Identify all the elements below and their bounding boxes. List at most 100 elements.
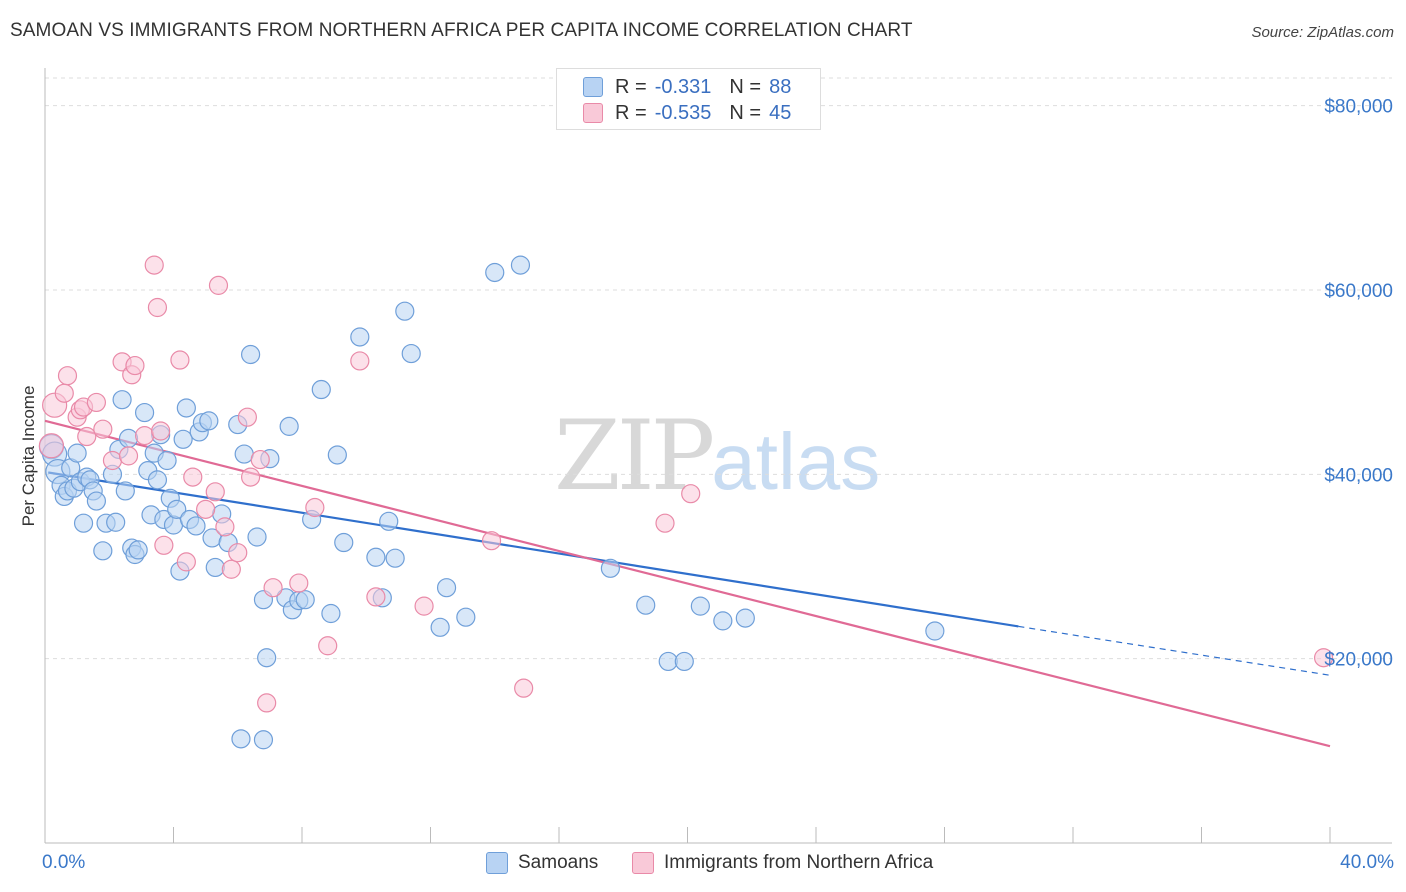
immigrant-point xyxy=(221,559,241,579)
immigrant-point xyxy=(250,449,270,470)
samoan-point xyxy=(456,607,476,627)
correlation-legend: R = -0.331 N = 88 R = -0.535 N = 45 xyxy=(556,68,821,130)
samoan-point xyxy=(366,547,386,567)
immigrant-point xyxy=(134,426,155,446)
samoan-point xyxy=(163,515,184,535)
legend-swatch-pink xyxy=(583,103,603,123)
samoan-point xyxy=(735,608,755,628)
legend-swatch-blue xyxy=(486,852,508,874)
immigrant-point xyxy=(241,467,261,487)
immigrant-point xyxy=(350,351,370,371)
samoan-point xyxy=(115,481,135,501)
legend-item-samoans[interactable]: Samoans xyxy=(486,852,598,874)
samoan-trend-line xyxy=(48,471,1019,628)
watermark-atlas: atlas xyxy=(711,417,881,506)
samoan-point xyxy=(234,444,254,464)
samoan-point xyxy=(241,344,261,365)
samoan-point xyxy=(73,513,94,533)
immigrant-point xyxy=(147,297,168,318)
immigrant-point xyxy=(57,366,78,386)
samoan-point xyxy=(167,499,187,519)
n-value: 88 xyxy=(769,75,792,98)
legend-swatch-pink xyxy=(632,852,654,874)
immigrant-point xyxy=(170,350,190,370)
series-legend: Samoans Immigrants from Northern Africa xyxy=(0,852,1406,878)
samoan-point xyxy=(334,532,354,553)
samoan-point xyxy=(674,651,694,672)
immigrant-point xyxy=(289,573,309,593)
y-tick-label: $80,000 xyxy=(1324,97,1393,118)
immigrant-point xyxy=(208,275,229,295)
legend-item-immigrants[interactable]: Immigrants from Northern Africa xyxy=(632,852,933,874)
immigrant-point xyxy=(176,552,196,572)
legend-row-samoans: R = -0.331 N = 88 xyxy=(583,75,791,99)
samoan-point xyxy=(147,470,168,490)
samoan-point xyxy=(112,390,132,410)
samoan-point xyxy=(134,402,155,423)
samoan-point xyxy=(257,648,277,668)
samoan-point xyxy=(600,558,621,578)
immigrant-point xyxy=(414,596,434,616)
chart-title: SAMOAN VS IMMIGRANTS FROM NORTHERN AFRIC… xyxy=(10,20,913,41)
legend-swatch-blue xyxy=(583,77,603,97)
immigrant-point xyxy=(93,419,113,439)
immigrant-point xyxy=(205,482,225,502)
samoan-point xyxy=(93,541,113,561)
source-label: Source: ZipAtlas.com xyxy=(1251,24,1394,41)
r-value: -0.331 xyxy=(654,75,712,98)
samoan-point xyxy=(350,327,370,347)
immigrant-point xyxy=(102,450,123,471)
x-axis-min-label: 0.0% xyxy=(42,852,86,873)
immigrant-point xyxy=(263,578,283,598)
samoan-point xyxy=(379,511,399,531)
samoan-point xyxy=(157,450,177,471)
x-axis-max-label: 40.0% xyxy=(1340,852,1394,873)
immigrant-point xyxy=(318,636,338,656)
r-value: -0.535 xyxy=(654,101,712,124)
samoan-point xyxy=(279,416,299,436)
immigrant-point xyxy=(196,499,216,519)
immigrant-point xyxy=(54,383,74,403)
legend-row-immigrants: R = -0.535 N = 45 xyxy=(583,101,791,125)
samoan-point xyxy=(199,411,219,431)
legend-label-immigrants: Immigrants from Northern Africa xyxy=(664,852,934,873)
samoan-point xyxy=(247,527,267,547)
r-label: R = xyxy=(615,101,647,124)
samoan-point xyxy=(86,491,107,511)
y-tick-label: $40,000 xyxy=(1324,465,1393,486)
immigrant-point xyxy=(144,255,164,275)
immigrant-point xyxy=(681,484,701,504)
r-label: R = xyxy=(615,75,647,98)
immigrant-point xyxy=(228,543,248,563)
immigrant-point xyxy=(1313,648,1334,668)
samoan-point xyxy=(253,730,274,750)
samoan-point xyxy=(690,596,710,616)
y-tick-label: $60,000 xyxy=(1324,281,1393,302)
samoan-point xyxy=(231,729,251,749)
immigrant-point xyxy=(305,497,325,518)
immigrant-point xyxy=(154,535,174,555)
samoan-point xyxy=(395,301,415,321)
samoan-point xyxy=(176,398,196,418)
immigrant-point xyxy=(481,531,502,551)
samoan-point xyxy=(327,445,347,465)
immigrant-point xyxy=(366,587,386,607)
immigrant-point xyxy=(183,467,203,487)
samoan-point xyxy=(713,611,733,631)
samoan-point xyxy=(510,255,531,275)
samoan-point xyxy=(295,590,315,610)
samoan-point xyxy=(401,343,421,364)
samoan-point xyxy=(436,578,457,598)
samoan-point xyxy=(636,595,656,615)
immigrant-point xyxy=(514,678,534,698)
samoan-point xyxy=(118,428,139,448)
samoan-point xyxy=(186,516,206,536)
n-label: N = xyxy=(729,75,762,98)
immigrant-point xyxy=(655,513,675,533)
immigrant-point xyxy=(257,693,277,713)
samoan-trend-extension xyxy=(1018,625,1331,676)
samoan-point xyxy=(128,540,148,560)
immigrant-point xyxy=(77,426,97,447)
samoan-point xyxy=(173,429,193,449)
